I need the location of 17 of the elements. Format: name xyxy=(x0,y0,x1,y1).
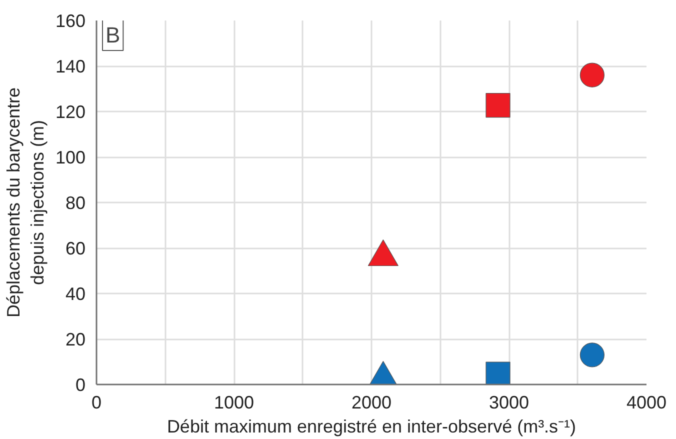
y-tick-label: 120 xyxy=(55,102,86,122)
x-tick-label: 3000 xyxy=(488,392,530,412)
y-tick-label: 80 xyxy=(65,193,86,213)
x-tick-label: 1000 xyxy=(214,392,254,412)
y-axis-title: Déplacements du barycentre depuis injections (m) xyxy=(3,87,48,318)
y-tick-label: 20 xyxy=(65,330,86,350)
y-tick-label: 0 xyxy=(75,375,86,395)
y-tick-label: 60 xyxy=(65,238,86,258)
x-tick-label: 4000 xyxy=(626,392,667,412)
x-axis-title: Débit maximum enregistré en inter-observé (m³.s⁻¹) xyxy=(166,416,576,436)
annotation: B xyxy=(106,22,120,48)
y-tick-label: 100 xyxy=(55,148,86,168)
y-tick-label: 40 xyxy=(65,284,86,304)
y-tick-label: 140 xyxy=(55,56,86,76)
y-tick-label: 160 xyxy=(55,11,86,31)
x-tick-label: 2000 xyxy=(351,392,392,412)
x-tick-label: 0 xyxy=(91,392,102,412)
